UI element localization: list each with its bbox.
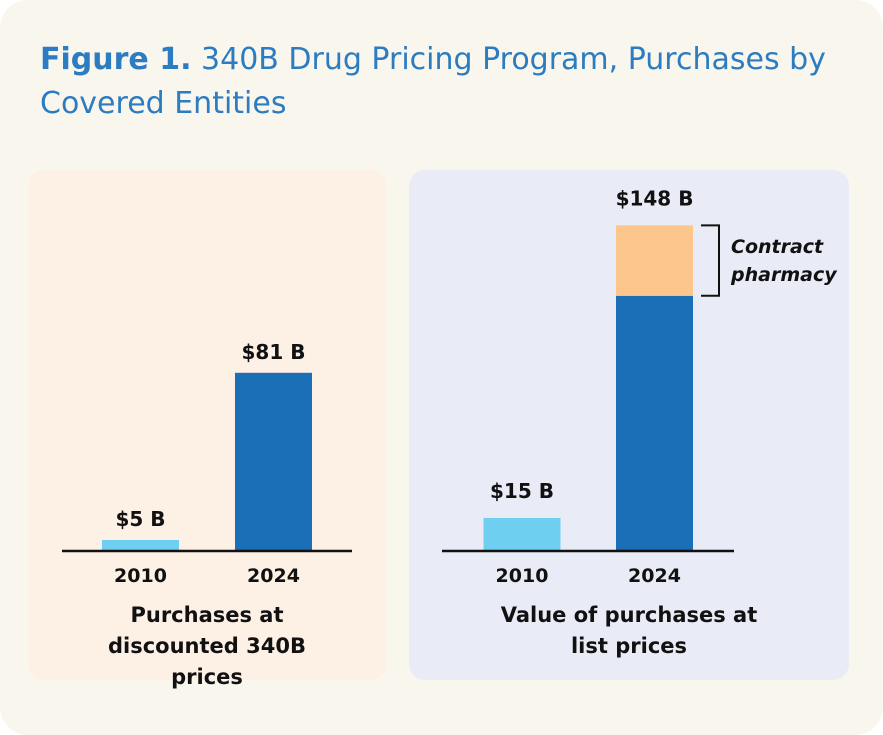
x-tick-label: 2024 bbox=[628, 565, 681, 587]
bar-segment bbox=[483, 518, 561, 551]
x-tick-label: 2010 bbox=[114, 565, 167, 587]
value-label: $5 B bbox=[115, 507, 165, 531]
bar bbox=[102, 540, 179, 551]
x-tick-label: 2024 bbox=[247, 565, 300, 587]
legend-label: Contract pharmacy bbox=[731, 236, 837, 287]
bar bbox=[235, 372, 312, 551]
bar-segment bbox=[616, 295, 693, 551]
chart-title: 340B Drug Pricing Program, Purchases by … bbox=[40, 42, 826, 121]
title-block: Figure 1. 340B Drug Pricing Program, Pur… bbox=[40, 38, 860, 126]
value-label: $15 B bbox=[490, 479, 554, 503]
panel bbox=[28, 170, 386, 680]
bar-segment bbox=[616, 225, 693, 296]
x-axis-label: Value of purchases at list prices bbox=[500, 603, 758, 658]
x-axis-label: Purchases at discounted 340B prices bbox=[108, 603, 306, 689]
x-tick-label: 2010 bbox=[496, 565, 549, 587]
figure-label: Figure 1. bbox=[40, 42, 192, 77]
value-label: $148 B bbox=[616, 186, 694, 210]
bracket bbox=[701, 224, 720, 297]
value-label: $81 B bbox=[242, 340, 306, 364]
